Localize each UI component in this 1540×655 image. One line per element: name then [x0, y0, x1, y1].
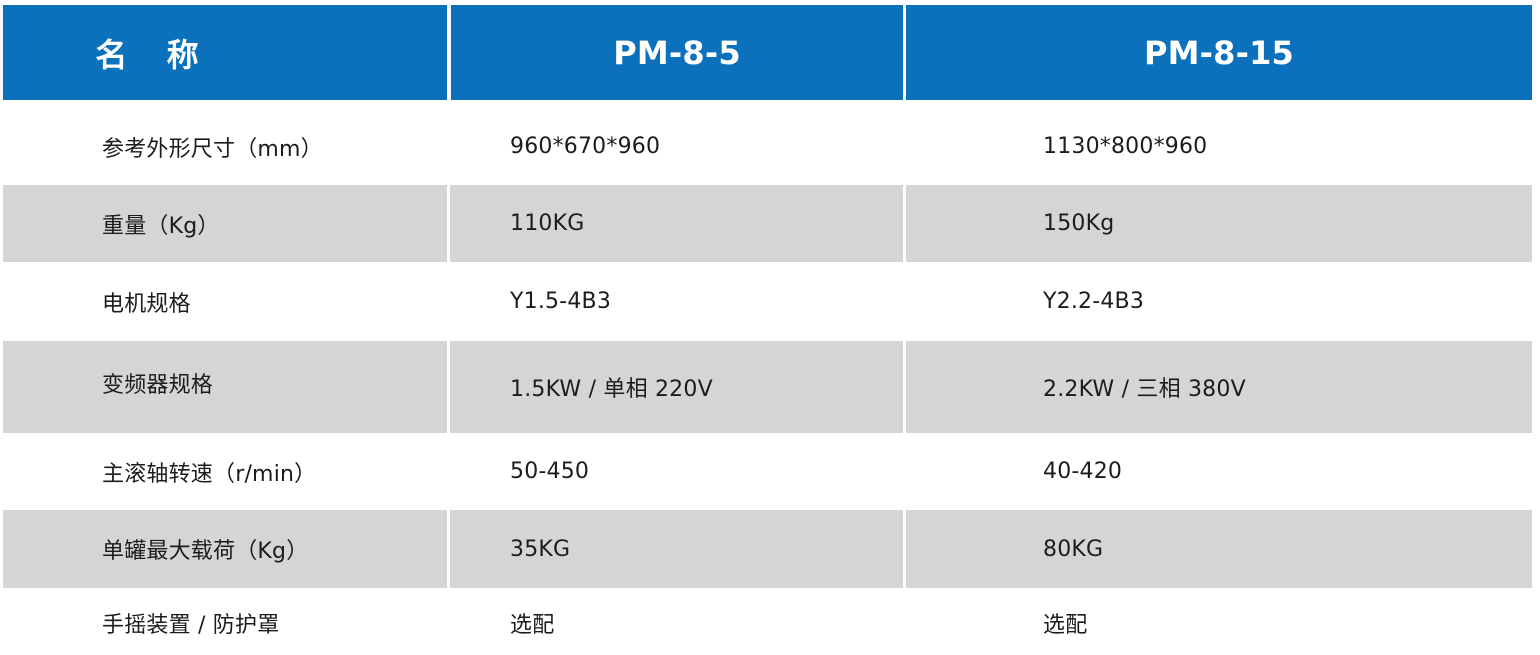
row-label: 参考外形尺寸（mm） — [3, 110, 447, 183]
header-name-label: 名 称 — [95, 35, 213, 74]
table-row: 变频器规格 1.5KW / 单相 220V 2.2KW / 三相 380V — [3, 341, 1532, 433]
row-label: 主滚轴转速（r/min） — [3, 435, 447, 508]
pm-8-5-value: 50-450 — [450, 435, 903, 508]
table-row: 单罐最大载荷（Kg） 35KG 80KG — [3, 510, 1532, 588]
row-label: 单罐最大载荷（Kg） — [3, 510, 447, 588]
header-pm-8-5: PM-8-5 — [451, 5, 903, 100]
row-label: 重量（Kg） — [3, 185, 447, 262]
table-row: 参考外形尺寸（mm） 960*670*960 1130*800*960 — [3, 110, 1532, 183]
header-pm-8-15-label: PM-8-15 — [1143, 33, 1295, 72]
pm-8-15-value: 40-420 — [906, 435, 1532, 508]
row-label: 电机规格 — [3, 264, 447, 339]
table-row: 电机规格 Y1.5-4B3 Y2.2-4B3 — [3, 264, 1532, 339]
table-header-row: 名 称 PM-8-5 PM-8-15 — [3, 5, 1532, 100]
table-row: 重量（Kg） 110KG 150Kg — [3, 185, 1532, 262]
pm-8-5-value: 110KG — [450, 185, 903, 262]
pm-8-15-value: 选配 — [906, 590, 1532, 655]
header-pm-8-5-label: PM-8-5 — [613, 33, 741, 72]
pm-8-15-value: 150Kg — [906, 185, 1532, 262]
row-label: 手摇装置 / 防护罩 — [3, 590, 447, 655]
row-label: 变频器规格 — [3, 341, 447, 433]
pm-8-15-value: 80KG — [906, 510, 1532, 588]
header-pm-8-15: PM-8-15 — [906, 5, 1532, 100]
pm-8-5-value: 1.5KW / 单相 220V — [450, 341, 903, 433]
pm-8-5-value: Y1.5-4B3 — [450, 264, 903, 339]
pm-8-15-value: 1130*800*960 — [906, 110, 1532, 183]
pm-8-15-value: 2.2KW / 三相 380V — [906, 341, 1532, 433]
table-row: 主滚轴转速（r/min） 50-450 40-420 — [3, 435, 1532, 508]
pm-8-5-value: 35KG — [450, 510, 903, 588]
pm-8-5-value: 选配 — [450, 590, 903, 655]
pm-8-15-value: Y2.2-4B3 — [906, 264, 1532, 339]
table-row: 手摇装置 / 防护罩 选配 选配 — [3, 590, 1532, 655]
header-name: 名 称 — [3, 5, 447, 100]
pm-8-5-value: 960*670*960 — [450, 110, 903, 183]
